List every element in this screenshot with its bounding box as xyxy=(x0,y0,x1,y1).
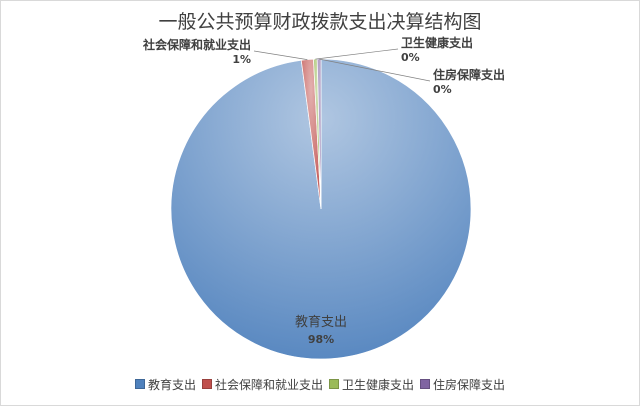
legend-item: 教育支出 xyxy=(134,376,196,393)
data-label: 社会保障和就业支出 xyxy=(142,37,251,52)
legend-label: 卫生健康支出 xyxy=(342,378,415,392)
data-label: 1% xyxy=(232,53,251,66)
data-label: 卫生健康支出 xyxy=(401,35,473,50)
legend-label: 住房保障支出 xyxy=(433,378,506,392)
chart-title: 一般公共预算财政拨款支出决算结构图 xyxy=(158,11,482,33)
leader-line xyxy=(319,58,431,82)
legend-item: 社会保障和就业支出 xyxy=(201,376,323,393)
data-label: 住房保障支出 xyxy=(433,67,505,82)
data-label: 0% xyxy=(401,51,420,64)
legend-label: 社会保障和就业支出 xyxy=(214,378,323,392)
legend-swatch xyxy=(420,379,431,389)
data-label: 0% xyxy=(433,83,452,96)
legend-swatch xyxy=(134,379,145,389)
legend-swatch xyxy=(329,379,339,389)
legend-item: 卫生健康支出 xyxy=(329,376,414,393)
leader-line xyxy=(253,50,308,60)
legend-swatch xyxy=(201,379,212,389)
legend: 教育支出 社会保障和就业支出 卫生健康支出 住房保障支出 xyxy=(1,376,639,393)
data-label: 教育支出 xyxy=(295,314,347,330)
legend-item: 住房保障支出 xyxy=(420,376,505,393)
data-label: 98% xyxy=(308,333,334,346)
legend-label: 教育支出 xyxy=(147,378,196,392)
leader-line xyxy=(315,48,399,60)
